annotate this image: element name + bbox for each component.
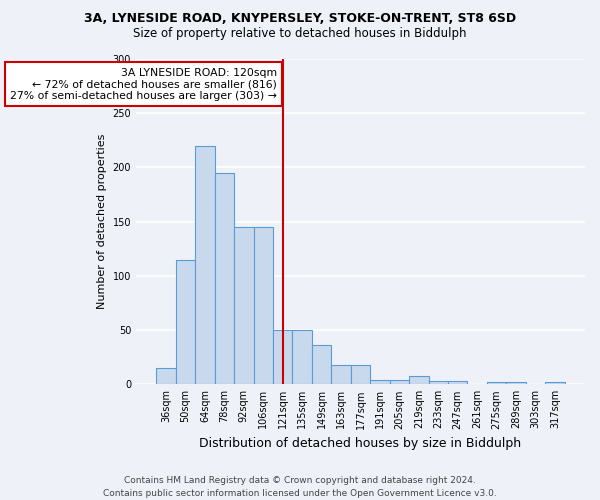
Bar <box>157 368 176 384</box>
Bar <box>312 346 331 385</box>
Bar <box>195 146 215 384</box>
X-axis label: Distribution of detached houses by size in Biddulph: Distribution of detached houses by size … <box>199 437 521 450</box>
Text: 3A LYNESIDE ROAD: 120sqm
← 72% of detached houses are smaller (816)
27% of semi-: 3A LYNESIDE ROAD: 120sqm ← 72% of detach… <box>10 68 277 101</box>
Bar <box>389 380 409 384</box>
Bar <box>234 227 254 384</box>
Text: Size of property relative to detached houses in Biddulph: Size of property relative to detached ho… <box>133 28 467 40</box>
Bar <box>428 381 448 384</box>
Bar <box>331 365 351 384</box>
Bar <box>487 382 506 384</box>
Bar <box>254 227 273 384</box>
Bar <box>448 381 467 384</box>
Bar <box>292 330 312 384</box>
Bar <box>506 382 526 384</box>
Bar <box>409 376 428 384</box>
Bar <box>545 382 565 384</box>
Bar <box>215 173 234 384</box>
Y-axis label: Number of detached properties: Number of detached properties <box>97 134 107 310</box>
Bar <box>351 365 370 384</box>
Bar <box>176 260 195 384</box>
Text: Contains HM Land Registry data © Crown copyright and database right 2024.
Contai: Contains HM Land Registry data © Crown c… <box>103 476 497 498</box>
Bar <box>370 380 389 384</box>
Text: 3A, LYNESIDE ROAD, KNYPERSLEY, STOKE-ON-TRENT, ST8 6SD: 3A, LYNESIDE ROAD, KNYPERSLEY, STOKE-ON-… <box>84 12 516 26</box>
Bar <box>273 330 292 384</box>
